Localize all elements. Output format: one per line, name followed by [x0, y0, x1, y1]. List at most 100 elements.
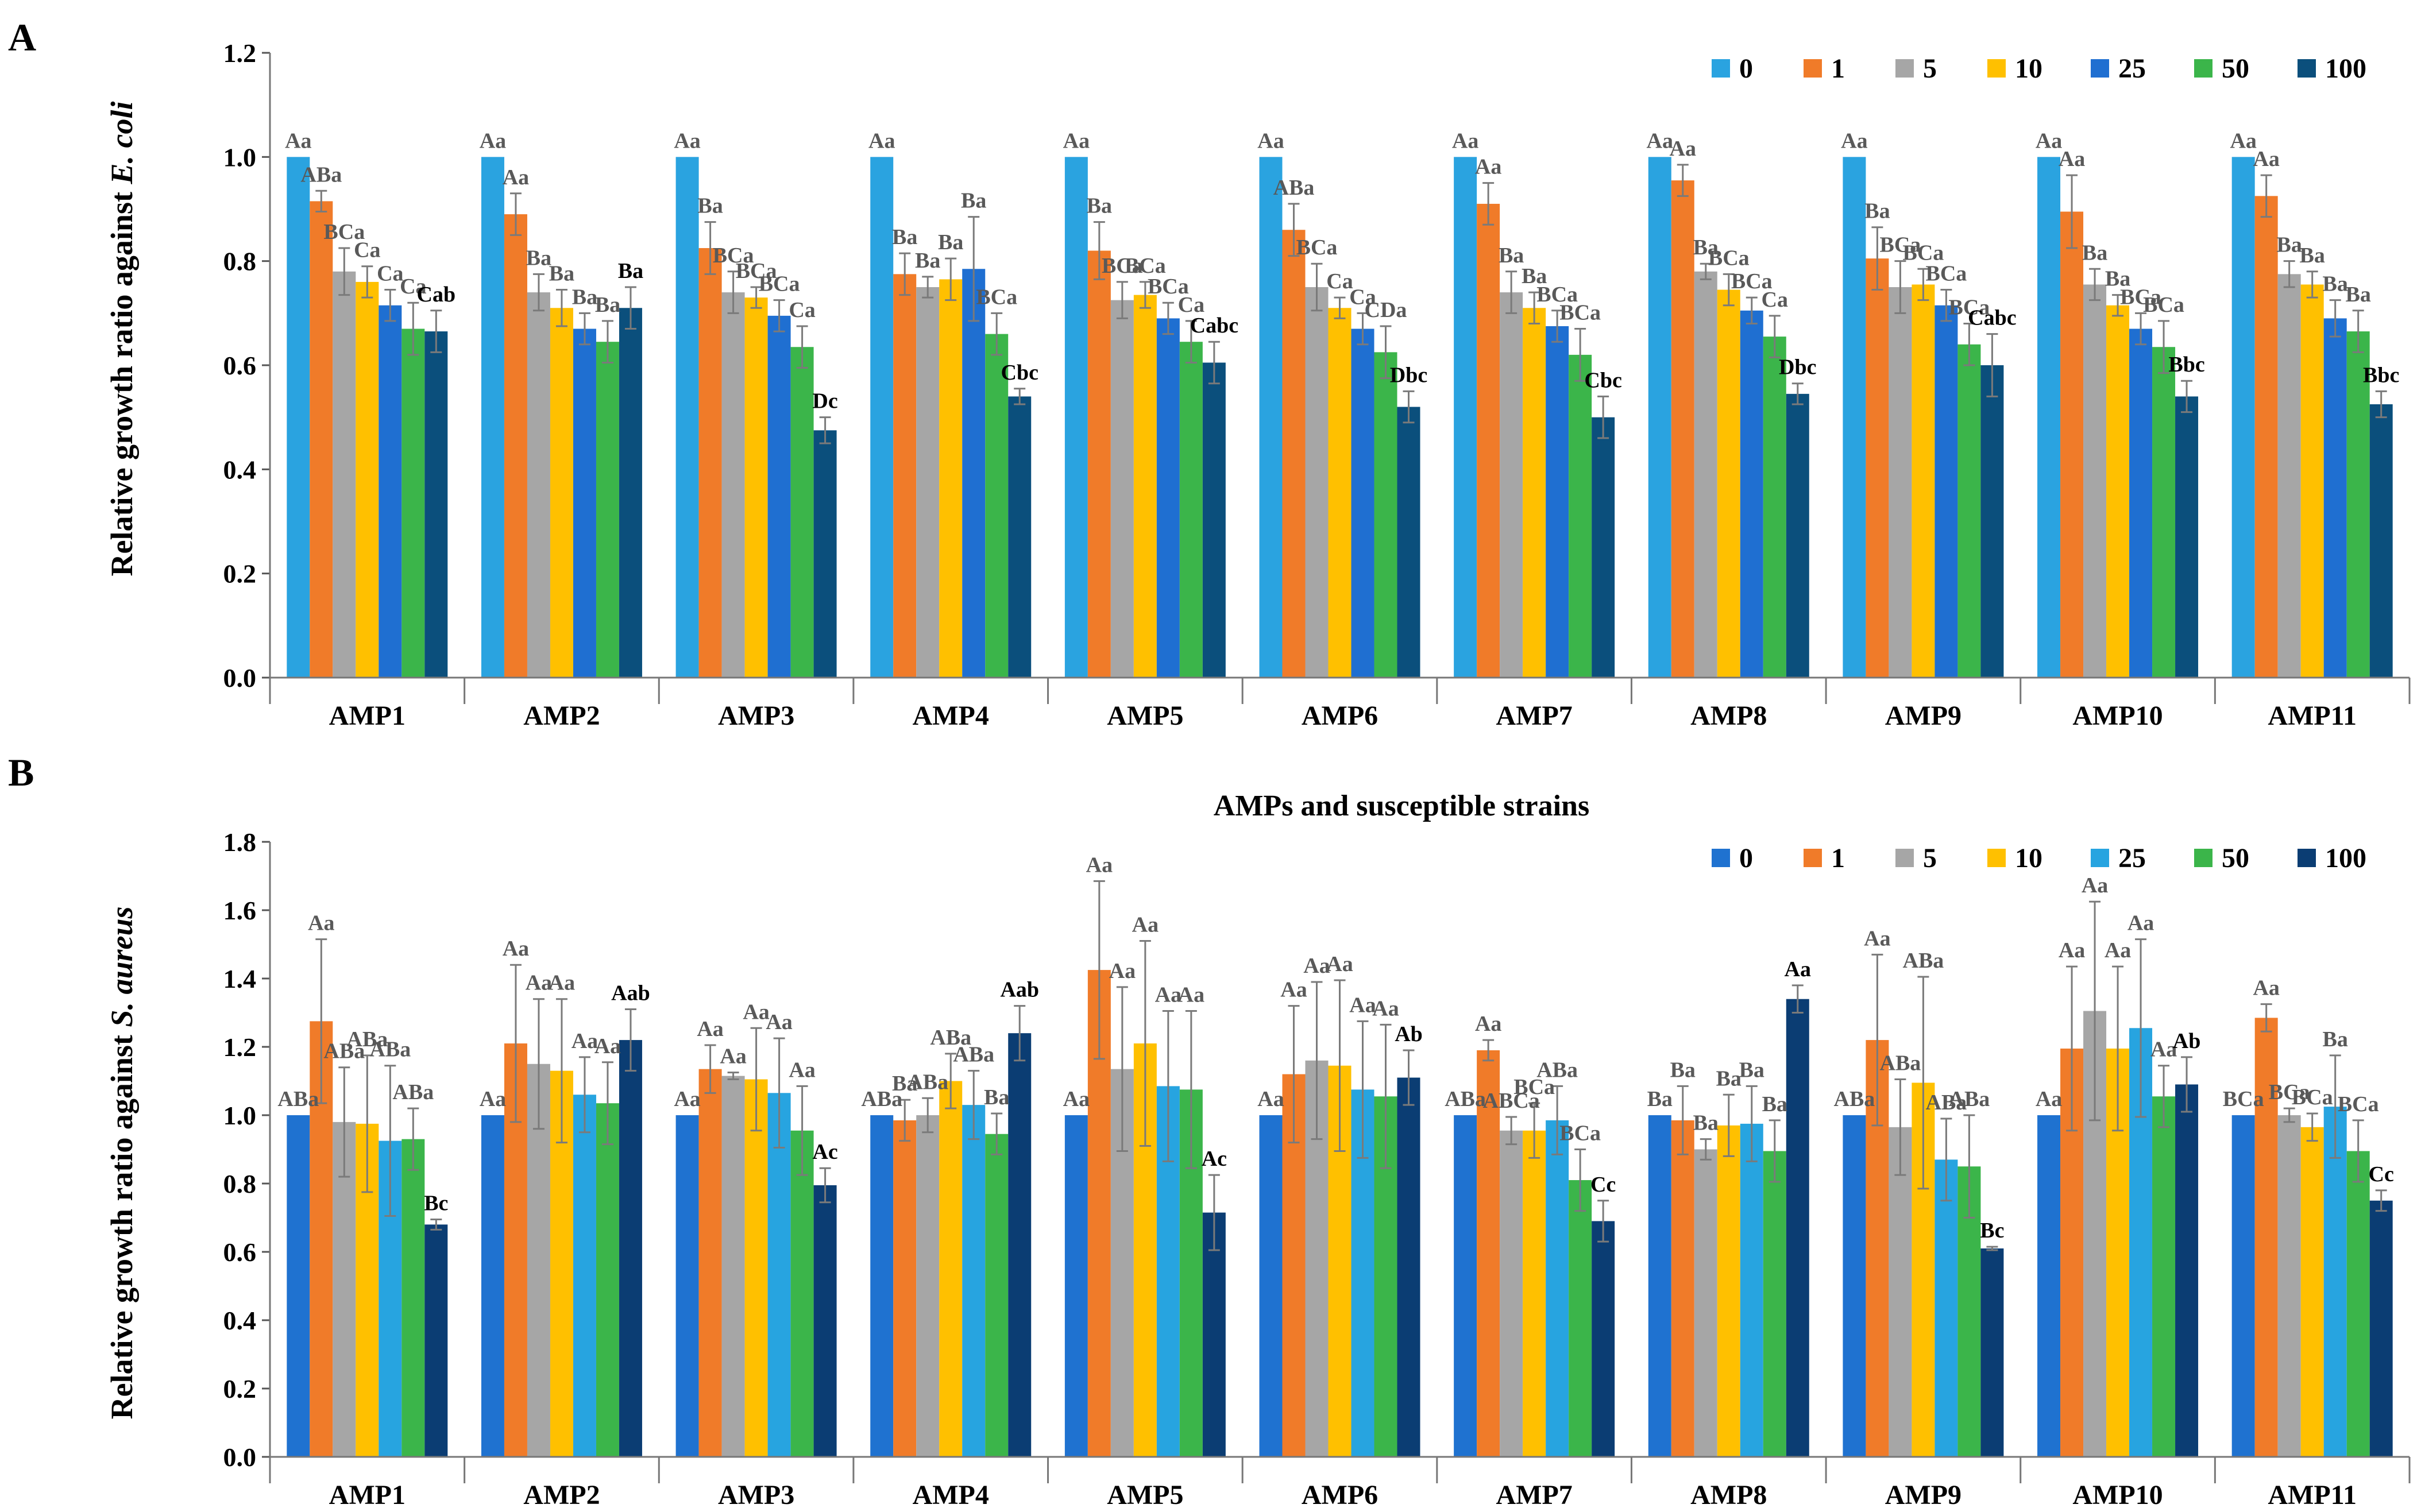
y-tick-label: 0.0	[223, 1443, 257, 1472]
bar-amp9-0	[1843, 1115, 1866, 1457]
significance-label: BCa	[2120, 285, 2161, 309]
significance-label: Aa	[549, 971, 575, 995]
bar-amp9-5	[1889, 1127, 1912, 1457]
bar-amp9-100	[1980, 1248, 2004, 1457]
significance-label: Aa	[1063, 1087, 1090, 1111]
significance-label: Aa	[1670, 137, 1696, 161]
legend-swatch-100	[2298, 849, 2316, 867]
significance-label: BCa	[1559, 301, 1601, 325]
panel-label-a: A	[8, 16, 36, 59]
y-axis-label-b: Relative growth ratio against S. aureus	[105, 906, 139, 1419]
bar-amp5-25	[1156, 318, 1180, 678]
bar-amp6-0	[1259, 157, 1283, 678]
significance-label: Ca	[1326, 269, 1353, 293]
bar-amp6-5	[1305, 287, 1329, 678]
significance-label: Ca	[1349, 285, 1376, 309]
significance-label: BCa	[1559, 1122, 1601, 1146]
significance-label: BCa	[1731, 269, 1773, 293]
legend-label-25: 25	[2118, 53, 2146, 84]
legend-label-5: 5	[1923, 843, 1937, 873]
bar-amp3-10	[744, 1079, 768, 1457]
significance-label: BCa	[1296, 235, 1338, 260]
bar-amp4-25	[962, 269, 986, 678]
significance-label: ABa	[1903, 949, 1944, 973]
significance-label: ABa	[323, 1039, 365, 1064]
bar-amp1-10	[356, 281, 379, 678]
significance-label: Cc	[1590, 1173, 1616, 1197]
significance-label: Aa	[2059, 147, 2085, 171]
bar-amp11-5	[2277, 1115, 2301, 1457]
significance-label: Ba	[2277, 233, 2302, 257]
significance-label: Ac	[812, 1140, 837, 1164]
significance-label: Aa	[1280, 978, 1307, 1002]
significance-label: Ba	[2323, 272, 2348, 296]
bar-amp11-100	[2369, 1200, 2393, 1457]
bar-amp10-0	[2037, 157, 2061, 678]
bar-amp11-10	[2300, 1127, 2324, 1457]
significance-label: Aa	[1155, 983, 1181, 1007]
significance-label: ABCa	[1483, 1089, 1540, 1113]
significance-label: Ba	[526, 246, 551, 270]
significance-label: Aa	[1326, 952, 1353, 976]
bar-amp3-50	[790, 347, 814, 678]
y-tick-label: 1.6	[223, 896, 257, 925]
significance-label: ABa	[369, 1038, 411, 1062]
significance-label: Ba	[2323, 1027, 2348, 1051]
bar-amp4-5	[916, 287, 940, 678]
bar-amp9-100	[1980, 365, 2004, 678]
bar-amp1-50	[401, 1139, 425, 1457]
bar-amp2-100	[619, 308, 642, 678]
significance-label: Aa	[674, 1087, 700, 1111]
significance-label: Dbc	[1390, 363, 1427, 387]
significance-label: Aa	[2105, 938, 2131, 962]
bar-amp7-100	[1592, 1221, 1615, 1457]
bar-amp2-0	[481, 157, 504, 678]
bar-amp10-5	[2083, 284, 2107, 678]
legend-swatch-100	[2298, 59, 2316, 78]
significance-label: Bbc	[2363, 363, 2399, 387]
significance-label: Aab	[611, 981, 650, 1006]
bar-amp2-5	[527, 292, 550, 678]
bar-amp2-1	[504, 214, 527, 678]
y-tick-label: 1.2	[223, 38, 257, 68]
bar-amp2-100	[619, 1040, 642, 1457]
category-label-amp2: AMP2	[523, 1480, 600, 1510]
significance-label: Ba	[549, 262, 574, 286]
y-tick-label: 0.6	[223, 1238, 257, 1267]
category-label-amp11: AMP11	[2268, 1480, 2357, 1510]
significance-label: Ca	[789, 298, 815, 322]
bar-amp11-0	[2231, 157, 2255, 678]
significance-label: Bc	[424, 1191, 448, 1215]
category-label-amp3: AMP3	[718, 701, 794, 731]
bar-amp1-100	[424, 331, 448, 678]
significance-label: BCa	[323, 220, 365, 244]
significance-label: Ba	[1087, 194, 1112, 218]
bar-amp9-0	[1843, 157, 1866, 678]
significance-label: Aa	[1647, 129, 1673, 153]
significance-label: Aa	[2150, 1038, 2177, 1062]
bar-amp2-50	[596, 1103, 619, 1457]
bar-amp3-100	[813, 1185, 837, 1457]
legend-label-50: 50	[2222, 53, 2249, 84]
significance-label: Ba	[961, 189, 986, 213]
bar-amp9-50	[1957, 344, 1981, 678]
legend-swatch-50	[2194, 59, 2213, 78]
significance-label: Aa	[1452, 129, 1478, 153]
bar-amp10-100	[2175, 396, 2199, 678]
significance-label: BCa	[2223, 1087, 2264, 1111]
significance-label: ABa	[1445, 1087, 1486, 1111]
bar-amp5-0	[1064, 1115, 1088, 1457]
significance-label: ABa	[1536, 1058, 1578, 1082]
category-label-amp7: AMP7	[1496, 1480, 1572, 1510]
significance-label: BCa	[736, 259, 777, 283]
y-tick-label: 0.2	[223, 1374, 257, 1403]
significance-label: Aab	[1000, 978, 1039, 1002]
y-tick-label: 0.4	[223, 455, 257, 484]
significance-label: Ca	[377, 262, 403, 286]
bar-amp6-100	[1397, 1077, 1420, 1457]
category-label-amp5: AMP5	[1107, 701, 1183, 731]
bar-amp9-25	[1935, 305, 1958, 678]
bar-amp1-50	[401, 328, 425, 678]
bar-amp4-10	[939, 279, 963, 678]
